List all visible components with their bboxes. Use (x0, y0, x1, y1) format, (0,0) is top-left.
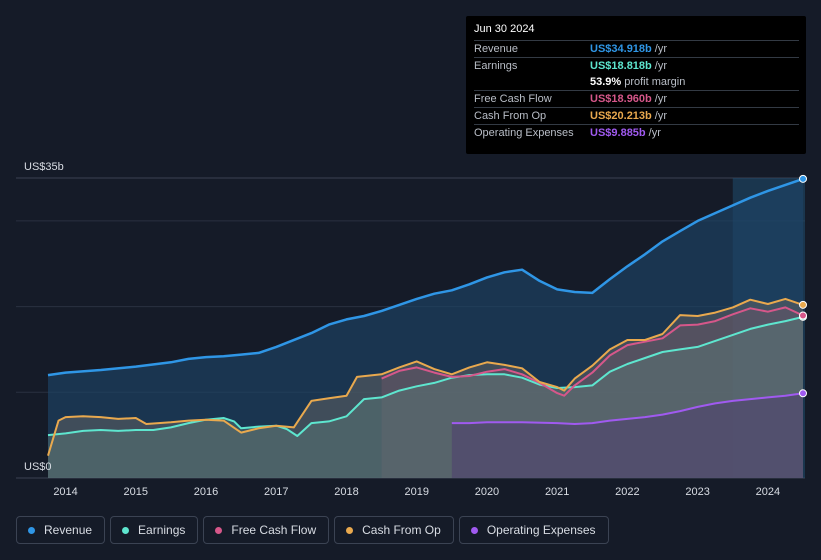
tooltip-row-earnings: Earnings US$18.818b /yr (474, 57, 799, 74)
chart-legend: Revenue Earnings Free Cash Flow Cash Fro… (16, 516, 609, 546)
tooltip-value: US$20.213b (590, 110, 652, 122)
x-tick-label: 2014 (53, 486, 77, 498)
x-tick-label: 2024 (756, 486, 780, 498)
line-earnings (47, 315, 804, 437)
legend-label: Cash From Op (362, 523, 441, 537)
series-lines (47, 177, 804, 456)
tooltip-value: US$9.885b (590, 127, 646, 139)
series-end-markers (799, 174, 807, 398)
tooltip-label: Revenue (474, 43, 519, 55)
legend-item-earnings[interactable]: Earnings (110, 516, 199, 544)
legend-dot-icon (470, 526, 478, 534)
tooltip-unit: /yr (654, 43, 667, 55)
tooltip-row-operating-expenses: Operating Expenses US$9.885b /yr (474, 124, 799, 141)
tooltip-panel: Jun 30 2024 Revenue US$34.918b /yr Earni… (466, 16, 806, 154)
x-tick-label: 2023 (685, 486, 709, 498)
x-tick-label: 2020 (475, 486, 499, 498)
end-marker-revenue (799, 174, 807, 183)
tooltip-label: Free Cash Flow (474, 93, 552, 105)
legend-dot-icon (28, 526, 35, 534)
line-cash-from-op (47, 297, 804, 456)
legend-item-operating-expenses[interactable]: Operating Expenses (458, 516, 609, 544)
x-tick-label: 2022 (615, 486, 639, 498)
legend-item-free-cash-flow[interactable]: Free Cash Flow (203, 516, 330, 544)
line-free-cash-flow (381, 306, 804, 397)
legend-dot-icon (346, 526, 354, 534)
area-revenue (48, 178, 803, 478)
tooltip-row-revenue: Revenue US$34.918b /yr (474, 40, 799, 57)
financial-chart: US$35b US$0 2014 2015 2016 2017 2018 2019 2020… (16, 161, 807, 498)
y-axis-top-label: US$35b (24, 161, 64, 173)
tooltip-label: Cash From Op (474, 110, 547, 122)
tooltip-unit: /yr (654, 110, 667, 122)
legend-label: Revenue (44, 523, 93, 537)
tooltip-label: Earnings (474, 60, 518, 72)
legend-label: Operating Expenses (486, 523, 596, 537)
x-tick-label: 2017 (264, 486, 288, 498)
end-marker-cash-from-op (799, 300, 807, 309)
tooltip-unit: /yr (654, 93, 667, 105)
x-tick-label: 2019 (404, 486, 428, 498)
end-marker-free-cash-flow (799, 311, 807, 320)
tooltip-unit: profit margin (624, 76, 686, 88)
legend-dot-icon (215, 526, 223, 534)
tooltip-unit: /yr (648, 127, 661, 139)
x-axis-ticks: 2014 2015 2016 2017 2018 2019 2020 2021 2022 2023… (53, 486, 780, 498)
legend-label: Earnings (138, 523, 186, 537)
legend-label: Free Cash Flow (231, 523, 317, 537)
line-operating-expenses (451, 392, 804, 425)
x-tick-label: 2021 (545, 486, 569, 498)
legend-item-revenue[interactable]: Revenue (16, 516, 106, 544)
x-tick-label: 2016 (194, 486, 218, 498)
x-tick-label: 2015 (124, 486, 148, 498)
tooltip-value: 53.9% (590, 76, 622, 88)
end-marker-operating-expenses (799, 389, 807, 398)
tooltip-value: US$18.818b (590, 60, 652, 72)
legend-item-cash-from-op[interactable]: Cash From Op (334, 516, 454, 544)
tooltip-label: Operating Expenses (474, 127, 574, 139)
tooltip-value: US$34.918b (590, 43, 652, 55)
y-axis-bottom-label: US$0 (24, 461, 52, 473)
tooltip-unit: /yr (654, 60, 667, 72)
x-tick-label: 2018 (334, 486, 358, 498)
line-revenue (47, 177, 804, 377)
tooltip-row-cash-from-op: Cash From Op US$20.213b /yr (474, 107, 799, 124)
legend-dot-icon (122, 526, 130, 534)
tooltip-row-free-cash-flow: Free Cash Flow US$18.960b /yr (474, 90, 799, 107)
series-areas (48, 178, 803, 478)
tooltip-value: US$18.960b (590, 93, 652, 105)
tooltip-date: Jun 30 2024 (474, 23, 535, 35)
tooltip-row-profit-margin: 53.9% profit margin (474, 74, 799, 90)
area-operating-expenses (451, 393, 803, 478)
